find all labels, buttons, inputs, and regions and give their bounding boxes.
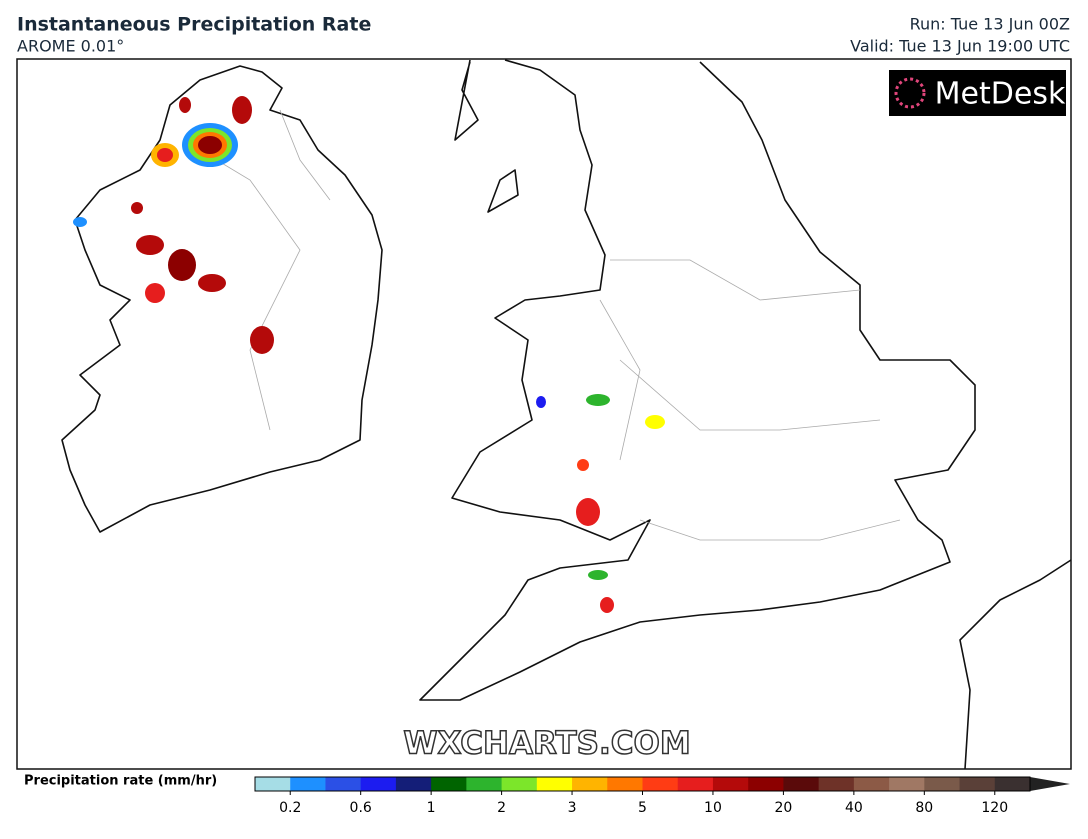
precip-area xyxy=(577,459,589,471)
precip-area xyxy=(157,148,173,162)
precip-area xyxy=(168,249,196,281)
coastline-great-britain xyxy=(419,59,976,701)
colorbar-segment xyxy=(889,777,925,791)
colorbar-segment xyxy=(994,777,1031,791)
colorbar-segment xyxy=(818,777,855,791)
colorbar-segment xyxy=(642,777,679,791)
run: Run: Tue 13 Jun 00Z xyxy=(910,15,1070,34)
map: MetDesk WXCHARTS.COM xyxy=(16,58,1072,770)
title: Instantaneous Precipitation Rate xyxy=(17,14,371,36)
colorbar-tick-label: 1 xyxy=(427,800,436,816)
colorbar-segment xyxy=(572,777,608,791)
logo-icon xyxy=(894,77,926,109)
precip-area xyxy=(645,415,665,429)
precip-area xyxy=(198,274,226,292)
colorbar-segment xyxy=(607,777,643,791)
precip-area xyxy=(600,597,614,613)
precip-area xyxy=(73,217,87,227)
colorbar-segment xyxy=(501,777,538,791)
colorbar-tick-label: 20 xyxy=(774,800,792,816)
colorbar-segment xyxy=(255,777,291,791)
precip-area xyxy=(179,97,191,113)
border-lines xyxy=(199,109,901,541)
colorbar-segment xyxy=(712,777,749,791)
precip-area xyxy=(536,396,546,408)
model: AROME 0.01° xyxy=(17,37,124,56)
colorbar-segment xyxy=(290,777,326,791)
precip-area xyxy=(576,498,600,526)
precip-area xyxy=(136,235,164,255)
precip-area xyxy=(250,326,274,354)
colorbar-segment xyxy=(853,777,890,791)
coastline-france xyxy=(959,559,1072,770)
colorbar-segment xyxy=(431,777,467,791)
valid: Valid: Tue 13 Jun 19:00 UTC xyxy=(850,37,1070,56)
colorbar-tick-label: 3 xyxy=(568,800,577,816)
precip-area xyxy=(232,96,252,124)
precipitation xyxy=(73,96,665,613)
colorbar-tick-label: 80 xyxy=(915,800,933,816)
precip-area xyxy=(586,394,610,406)
logo-box xyxy=(889,70,1066,116)
colorbar-segment xyxy=(360,777,397,791)
colorbar-segment xyxy=(748,777,784,791)
colorbar: 0.2 0.6 1 2 3 5 10 20 40 80 120 xyxy=(254,776,1070,816)
colorbar-tick-label: 120 xyxy=(981,800,1008,816)
colorbar-segment xyxy=(783,777,820,791)
colorbar-segment xyxy=(466,777,503,791)
colorbar-segment xyxy=(325,777,362,791)
colorbar-tick-label: 5 xyxy=(638,800,647,816)
coastline-isle-of-man xyxy=(487,169,519,213)
colorbar-segment xyxy=(395,777,432,791)
colorbar-arrow xyxy=(1030,777,1070,791)
colorbar-tick-label: 2 xyxy=(497,800,506,816)
colorbar-segment xyxy=(959,777,996,791)
colorbar-tick-label: 0.2 xyxy=(279,800,301,816)
colorbar-segment xyxy=(677,777,714,791)
watermark: WXCHARTS.COM xyxy=(403,726,690,762)
colorbar-tick-label: 0.6 xyxy=(350,800,372,816)
legend-label: Precipitation rate (mm/hr) xyxy=(24,774,217,789)
precip-area xyxy=(588,570,608,580)
precip-area xyxy=(131,202,143,214)
precip-area xyxy=(198,136,222,154)
logo: MetDesk xyxy=(935,77,1066,112)
precip-area xyxy=(145,283,165,303)
map-frame xyxy=(16,58,1072,770)
coastline-ireland xyxy=(61,65,383,533)
colorbar-tick-label: 10 xyxy=(704,800,722,816)
colorbar-segment xyxy=(924,777,961,791)
colorbar-tick-label: 40 xyxy=(845,800,863,816)
colorbar-segment xyxy=(536,777,573,791)
